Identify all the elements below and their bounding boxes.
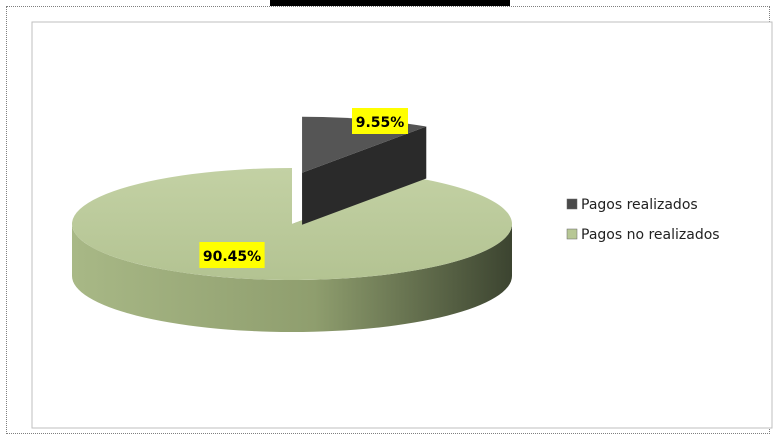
legend: Pagos realizados Pagos no realizados <box>566 197 720 243</box>
legend-swatch-1 <box>566 228 578 240</box>
data-label-bg-0 <box>352 108 408 134</box>
legend-label-0: Pagos realizados <box>581 197 698 213</box>
legend-label-1: Pagos no realizados <box>581 227 720 243</box>
data-label-bg-1 <box>199 242 265 268</box>
pie-slice-side-1 <box>72 224 512 332</box>
data-label-0: 9.55% <box>356 115 405 131</box>
chart-title-fragment <box>270 0 510 6</box>
pie-slices <box>72 116 513 332</box>
pie-slice-cut-0-1 <box>302 126 427 225</box>
data-label-1: 90.45% <box>203 249 261 265</box>
pie-slice-1 <box>72 168 513 280</box>
data-labels: 9.55% 90.45% <box>199 108 408 268</box>
legend-swatch-0 <box>566 198 578 210</box>
